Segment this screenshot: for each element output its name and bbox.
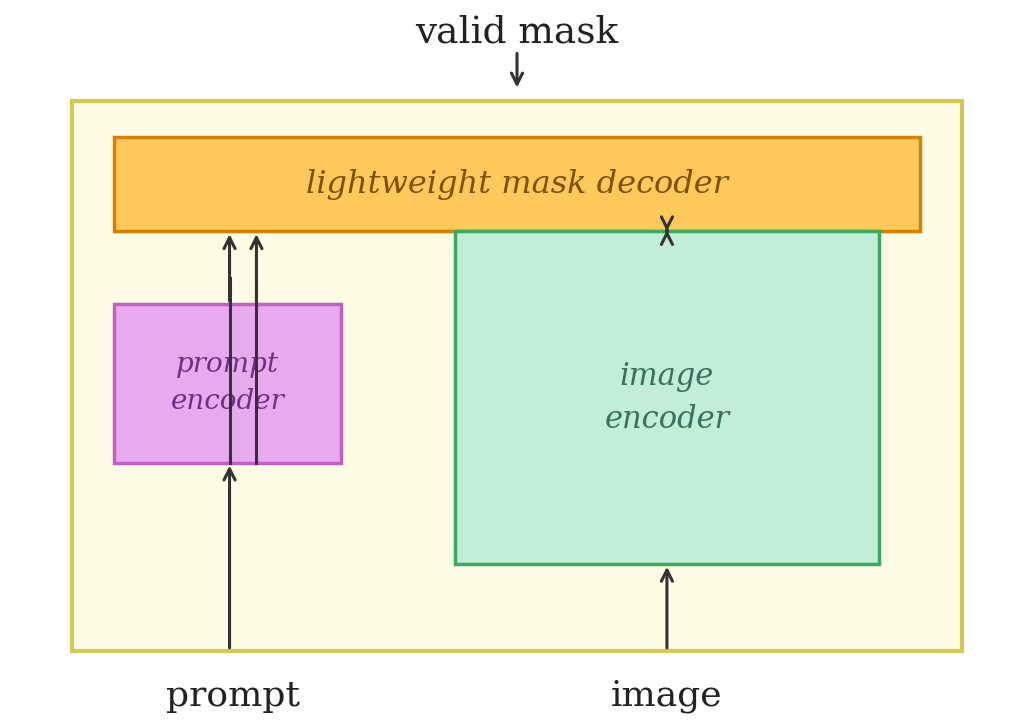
Text: image: image xyxy=(611,678,723,713)
FancyBboxPatch shape xyxy=(114,137,920,231)
Text: image
encoder: image encoder xyxy=(604,361,730,435)
Text: valid mask: valid mask xyxy=(416,14,618,51)
FancyBboxPatch shape xyxy=(114,304,341,463)
Text: prompt: prompt xyxy=(165,678,300,713)
FancyBboxPatch shape xyxy=(455,231,879,564)
FancyBboxPatch shape xyxy=(72,101,962,651)
Text: lightweight mask decoder: lightweight mask decoder xyxy=(306,169,728,200)
Text: prompt
encoder: prompt encoder xyxy=(171,351,284,416)
